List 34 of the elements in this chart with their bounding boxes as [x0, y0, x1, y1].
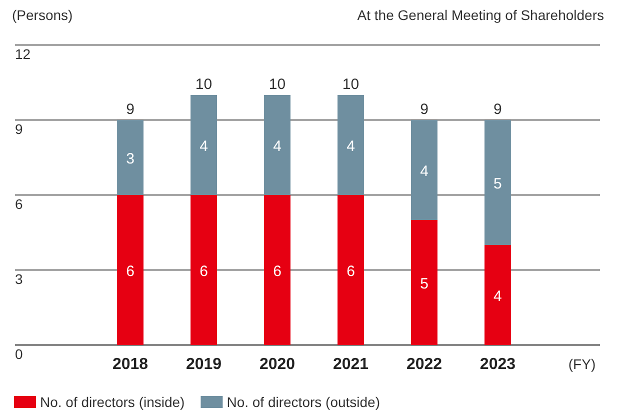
data-label: 4: [494, 288, 502, 305]
x-tick-label: 2022: [406, 356, 442, 373]
data-label: 6: [200, 263, 208, 280]
chart-subtitle: At the General Meeting of Shareholders: [357, 7, 604, 23]
data-label: 6: [346, 263, 355, 280]
x-tick-label: 2018: [112, 356, 148, 373]
data-label: 6: [273, 263, 282, 280]
data-label: 5: [494, 176, 502, 192]
legend-label: No. of directors (inside): [40, 394, 185, 410]
y-tick-label: 0: [15, 346, 23, 362]
y-axis-title: (Persons): [12, 7, 73, 23]
data-label: 3: [126, 150, 134, 168]
total-label: 9: [494, 101, 502, 118]
total-label: 9: [126, 101, 134, 118]
x-tick-label: 2023: [480, 356, 516, 373]
total-label: 9: [420, 101, 428, 118]
total-label: 10: [342, 76, 360, 93]
total-label: 10: [268, 76, 286, 93]
x-tick-label: 2020: [259, 356, 296, 373]
data-label: 4: [420, 163, 428, 180]
data-label: 5: [420, 276, 428, 292]
x-tick-label: 2019: [186, 356, 222, 373]
y-tick-label: 12: [15, 46, 31, 62]
data-label: 6: [126, 263, 134, 280]
y-tick-label: 9: [15, 121, 23, 137]
data-label: 4: [273, 138, 282, 155]
y-tick-label: 3: [15, 271, 23, 287]
x-tick-label: 2021: [332, 356, 369, 373]
x-axis-title: (FY): [568, 356, 596, 372]
total-label: 10: [195, 76, 212, 93]
data-label: 4: [346, 138, 355, 155]
data-label: 4: [200, 138, 208, 155]
y-tick-label: 6: [15, 196, 23, 212]
legend-label: No. of directors (outside): [226, 394, 380, 410]
